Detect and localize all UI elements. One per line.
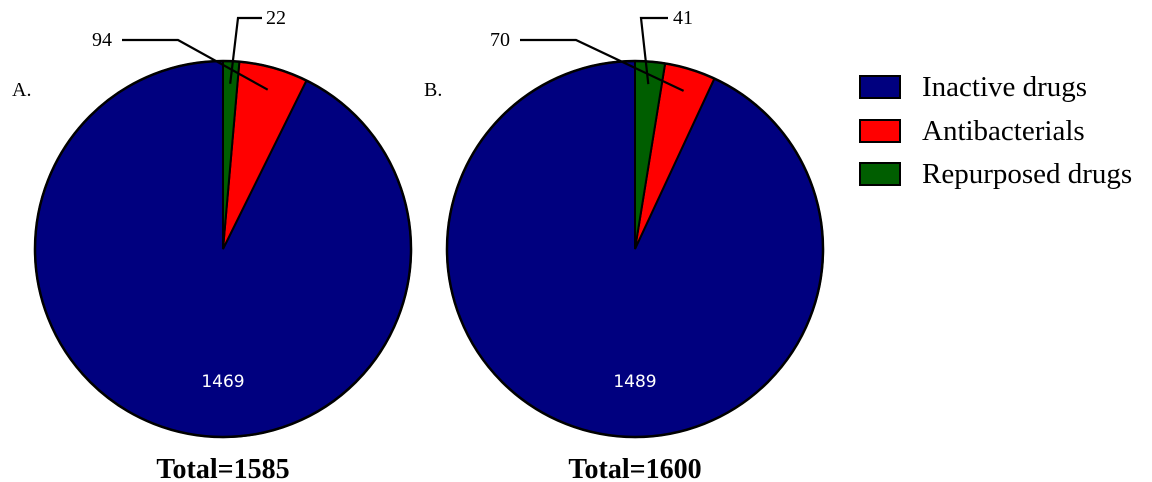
callout-leader-line [639, 16, 668, 85]
panel-label: B. [424, 79, 442, 101]
slice-value-label: 1489 [613, 372, 656, 392]
pie-outline [33, 59, 413, 439]
pie-outline [445, 59, 825, 439]
legend-swatch [859, 75, 901, 99]
callout-leader-line [229, 16, 262, 84]
legend-swatch [859, 119, 901, 143]
slice-value-label: 41 [673, 7, 693, 29]
pie-chart-a: 1469 94 22 A. Total=1585 [12, 7, 413, 482]
legend-item: Inactive drugs [859, 71, 1087, 103]
slice-value-label: 1469 [201, 372, 244, 392]
legend-label: Antibacterials [922, 115, 1085, 147]
legend-label: Inactive drugs [922, 71, 1087, 103]
slice-value-label: 22 [266, 7, 286, 29]
legend: Inactive drugs Antibacterials Repurposed d… [859, 71, 1132, 190]
panel-label: A. [12, 79, 31, 101]
callout-leader-line [122, 38, 269, 91]
pie-chart-b: 1489 70 41 B. Total=1600 [424, 7, 825, 482]
slice-value-label: 70 [490, 29, 510, 51]
legend-swatch [859, 162, 901, 186]
total-label: Total=1585 [156, 454, 289, 482]
legend-label: Repurposed drugs [922, 158, 1132, 190]
legend-item: Antibacterials [859, 115, 1085, 147]
total-label: Total=1600 [568, 454, 701, 482]
legend-item: Repurposed drugs [859, 158, 1132, 190]
slice-value-label: 94 [92, 29, 112, 51]
